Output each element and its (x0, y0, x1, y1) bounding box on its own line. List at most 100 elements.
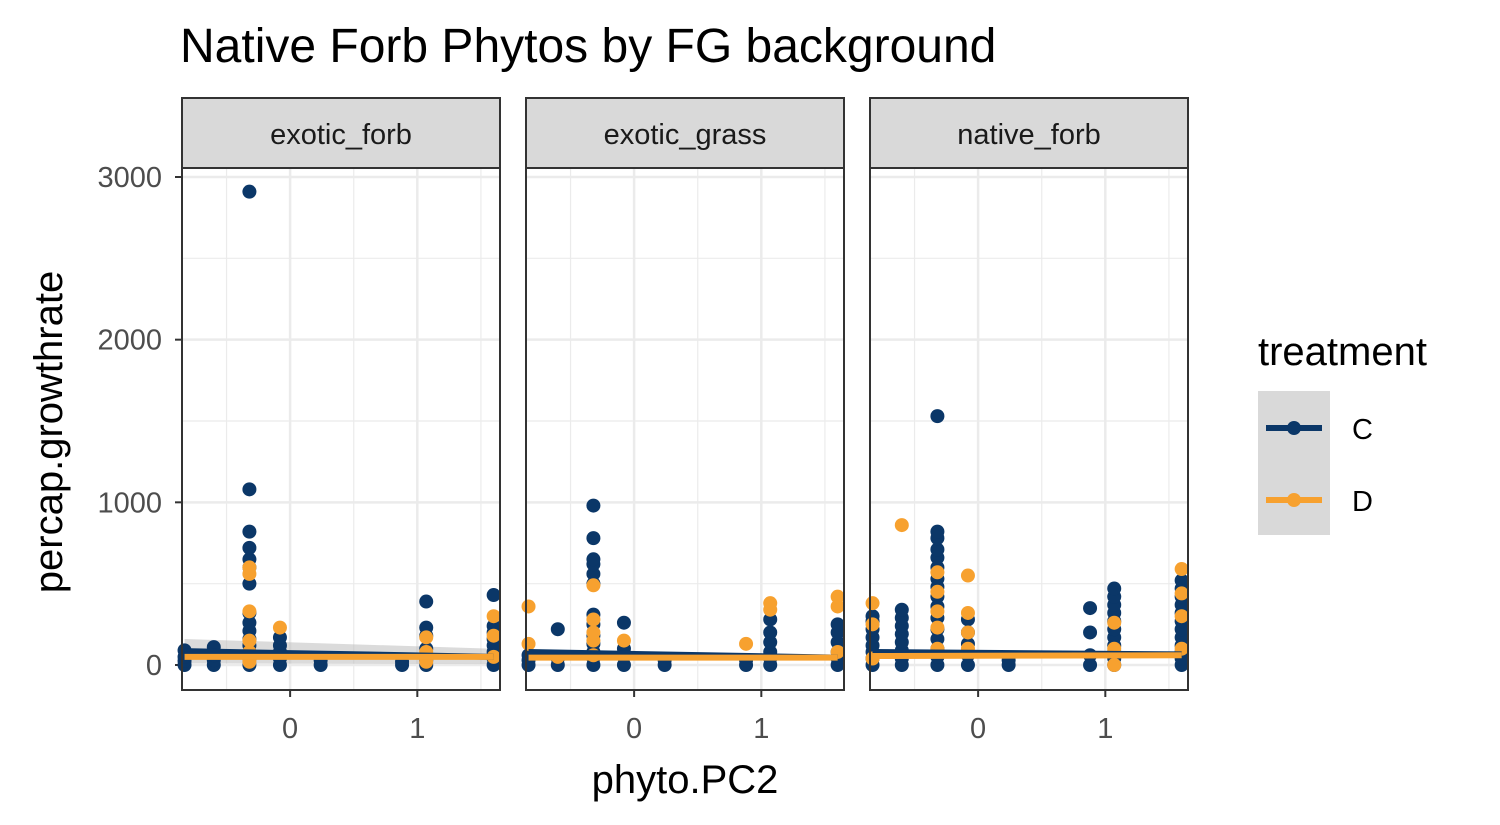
data-point-C (272, 630, 287, 645)
data-point-D (586, 612, 601, 627)
data-point-D (521, 599, 536, 614)
data-point-C (830, 635, 845, 650)
fit-line-D (872, 652, 1182, 660)
data-point-D (586, 578, 601, 593)
facet-panel-exotic_grass: exotic_grass 0 1 (521, 97, 845, 745)
data-point-C (1107, 581, 1122, 596)
data-point-D (960, 568, 975, 583)
chart-title: Native Forb Phytos by FG background (180, 20, 996, 73)
data-point-C (1083, 658, 1098, 672)
data-point-C (586, 531, 601, 546)
facet-panel-exotic_forb: exotic_forb 0 1 (177, 97, 501, 745)
data-point-D (1174, 609, 1189, 624)
data-point-D (930, 584, 945, 599)
plot-background (182, 168, 500, 690)
data-point-C (486, 618, 501, 633)
data-point-D (1107, 658, 1122, 672)
data-point-D (1107, 615, 1122, 630)
data-point-D (930, 565, 945, 580)
data-point-D (830, 599, 845, 614)
data-point-D (960, 625, 975, 640)
data-point-C (763, 635, 778, 650)
data-point-C (419, 620, 434, 635)
x-tick-label: 1 (753, 713, 769, 745)
panel-border (869, 167, 1189, 691)
data-point-D (930, 604, 945, 619)
data-point-C (1083, 601, 1098, 616)
data-point-D (272, 620, 287, 635)
data-point-D (242, 604, 257, 619)
x-tick-label: 1 (1097, 713, 1113, 745)
data-point-D (616, 633, 631, 648)
x-tick-label: 0 (626, 713, 642, 745)
legend: treatment C D (1258, 330, 1427, 535)
data-point-D (763, 596, 778, 611)
y-axis-title: percap.growthrate (27, 271, 71, 593)
legend-key-point-D (1287, 493, 1301, 507)
data-point-C (586, 552, 601, 567)
y-tick-label: 1000 (97, 487, 162, 519)
data-point-D (865, 596, 880, 611)
data-point-D (865, 617, 880, 632)
facet-strip-label: exotic_forb (270, 119, 412, 151)
data-point-D (242, 560, 257, 575)
x-tick-label: 0 (970, 713, 986, 745)
data-point-D (830, 589, 845, 604)
facet-strip (181, 97, 501, 169)
legend-label-C: C (1352, 414, 1373, 446)
data-point-C (960, 658, 975, 672)
data-point-C (242, 184, 257, 199)
data-point-C (242, 524, 257, 539)
data-point-C (763, 612, 778, 627)
legend-key-background (1258, 391, 1330, 535)
data-point-C (586, 498, 601, 513)
data-point-D (242, 633, 257, 648)
data-point-C (486, 588, 501, 603)
y-tick-label: 0 (146, 650, 162, 682)
data-point-D (419, 630, 434, 645)
data-point-D (930, 620, 945, 635)
y-tick-label: 2000 (97, 325, 162, 357)
data-point-C (930, 524, 945, 539)
legend-label-D: D (1352, 486, 1373, 518)
data-point-C (242, 615, 257, 630)
data-point-C (830, 617, 845, 632)
legend-title: treatment (1258, 330, 1427, 374)
data-point-C (930, 409, 945, 424)
data-point-C (586, 566, 601, 581)
x-tick-label: 0 (282, 713, 298, 745)
data-point-C (550, 622, 565, 637)
facet-panels: 0 1000 2000 3000 exotic_forb 0 1 exotic_grass 0 1… (97, 97, 1189, 745)
data-point-D (960, 605, 975, 620)
data-point-D (739, 636, 754, 651)
data-point-D (1174, 562, 1189, 577)
data-point-C (419, 594, 434, 609)
data-point-C (894, 602, 909, 617)
data-point-C (242, 482, 257, 497)
legend-key-point-C (1287, 421, 1301, 435)
facet-strip-label: exotic_grass (604, 119, 767, 151)
x-axis-title: phyto.PC2 (592, 758, 779, 802)
data-point-C (930, 542, 945, 557)
facet-panel-native_forb: native_forb 0 1 (865, 97, 1189, 745)
data-point-D (521, 636, 536, 651)
data-point-C (1083, 625, 1098, 640)
facet-strip-label: native_forb (957, 119, 1101, 151)
plot-background (526, 168, 844, 690)
data-point-C (930, 631, 945, 646)
data-point-C (242, 576, 257, 591)
panel-border (525, 167, 845, 691)
data-point-D (486, 609, 501, 624)
data-point-D (894, 518, 909, 533)
data-point-C (1174, 573, 1189, 588)
data-point-C (616, 615, 631, 630)
data-point-D (486, 628, 501, 643)
panel-border (181, 167, 501, 691)
x-tick-label: 1 (409, 713, 425, 745)
data-point-D (586, 625, 601, 640)
data-point-C (242, 540, 257, 555)
y-tick-label: 3000 (97, 162, 162, 194)
plot-background (870, 168, 1188, 690)
data-point-D (1174, 586, 1189, 601)
